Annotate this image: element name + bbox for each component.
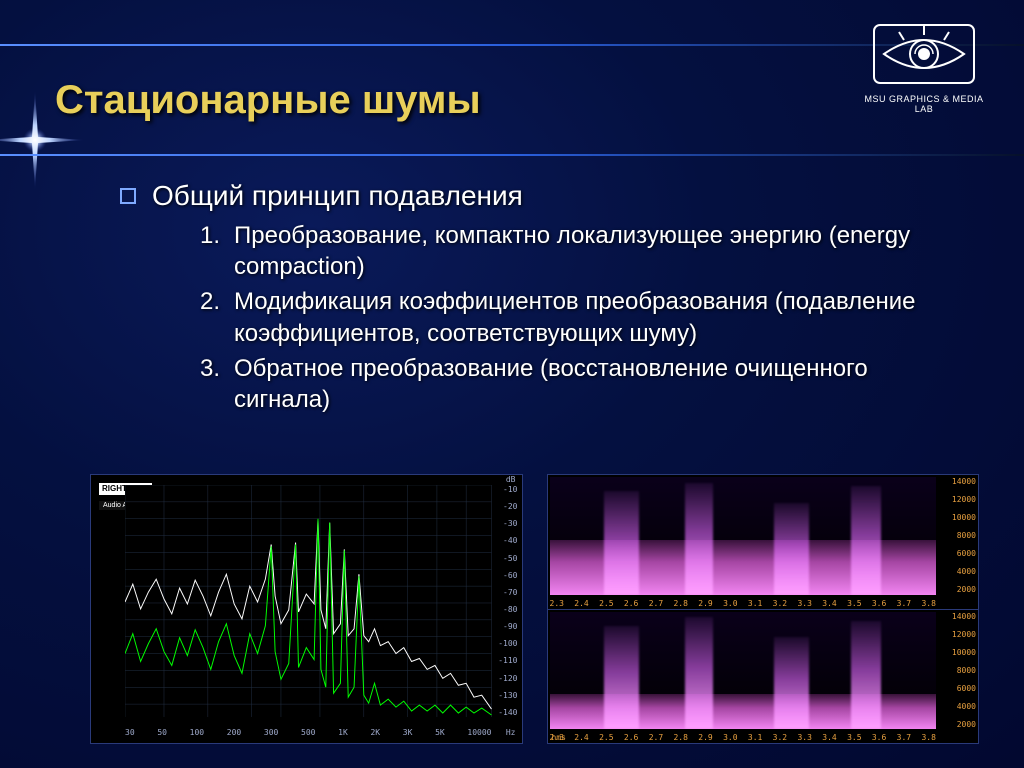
spectrogram-panel: 1400012000100008000600040002000 2.32.42.… xyxy=(547,474,980,744)
item-text: Преобразование, компактно локализующее э… xyxy=(234,220,964,282)
lab-logo: MSU GRAPHICS & MEDIA LAB xyxy=(854,20,994,114)
y-axis: -10-20-30-40-50-60-70-80-90-100-110-120-… xyxy=(498,485,517,717)
item-number: 2. xyxy=(190,286,220,317)
eye-logo-icon xyxy=(869,20,979,90)
signal-burst xyxy=(851,621,881,729)
spectrum-chart: RIGHT ARK Audio Analyzer Spectrum of noi… xyxy=(90,474,523,744)
plot-area xyxy=(125,485,492,717)
spectro-y-axis: 1400012000100008000600040002000 xyxy=(938,477,976,595)
slide-title: Стационарные шумы xyxy=(55,78,481,123)
spectrogram-noisy: 1400012000100008000600040002000 2.32.42.… xyxy=(548,475,979,610)
rm-left: RIGHT xyxy=(102,485,127,493)
bullet-text: Общий принцип подавления xyxy=(152,180,523,212)
list-item: 3. Обратное преобразование (восстановлен… xyxy=(190,353,964,415)
signal-burst xyxy=(604,626,639,729)
signal-burst xyxy=(774,637,809,729)
series-clean xyxy=(125,519,492,715)
spectrogram-clean: 1400012000100008000600040002000 hms 2.32… xyxy=(548,610,979,744)
item-number: 3. xyxy=(190,353,220,384)
y-unit: dB xyxy=(506,475,516,484)
item-text: Обратное преобразование (восстановление … xyxy=(234,353,964,415)
list-item: 2. Модификация коэффициентов преобразова… xyxy=(190,286,964,348)
numbered-list: 1. Преобразование, компактно локализующе… xyxy=(190,220,964,415)
spectro-canvas xyxy=(550,612,937,730)
signal-burst xyxy=(685,483,713,595)
spectro-x-axis: 2.32.42.52.62.72.82.93.03.13.23.33.43.53… xyxy=(550,599,937,608)
x-axis: 30501002003005001K2K3K5K10000 xyxy=(125,728,492,737)
list-item: 1. Преобразование, компактно локализующе… xyxy=(190,220,964,282)
signal-burst xyxy=(685,617,713,729)
bullet-item: Общий принцип подавления xyxy=(120,180,964,212)
slide-body: Общий принцип подавления 1. Преобразован… xyxy=(120,180,964,419)
signal-burst xyxy=(774,503,809,595)
logo-text: MSU GRAPHICS & MEDIA LAB xyxy=(854,94,994,114)
item-number: 1. xyxy=(190,220,220,251)
figure-row: RIGHT ARK Audio Analyzer Spectrum of noi… xyxy=(90,474,979,744)
bullet-icon xyxy=(120,188,136,204)
spectro-canvas xyxy=(550,477,937,595)
spectro-y-axis: 1400012000100008000600040002000 xyxy=(938,612,976,730)
item-text: Модификация коэффициентов преобразования… xyxy=(234,286,964,348)
spectro-x-axis: 2.32.42.52.62.72.82.93.03.13.23.33.43.53… xyxy=(550,733,937,742)
signal-burst xyxy=(604,491,639,594)
spectrum-svg xyxy=(125,485,492,717)
x-unit: Hz xyxy=(506,728,516,737)
signal-burst xyxy=(851,486,881,594)
series-noisy xyxy=(125,520,492,709)
